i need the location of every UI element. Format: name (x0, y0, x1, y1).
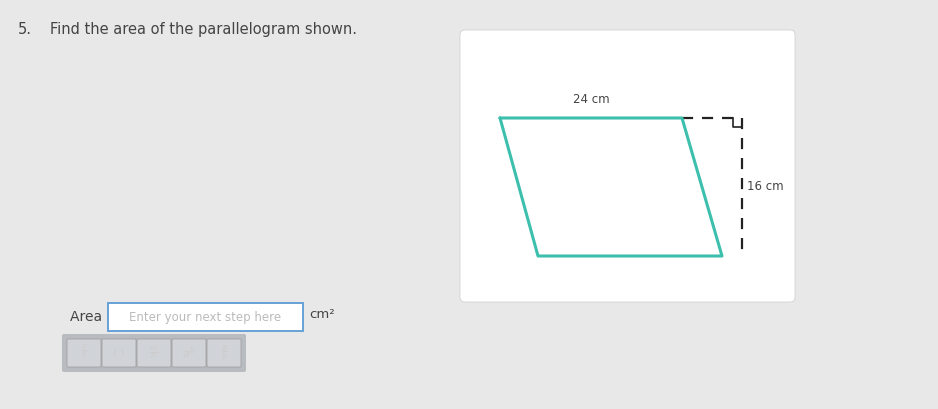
Text: 16 cm: 16 cm (747, 180, 783, 193)
Text: $\frac{a}{b}$: $\frac{a}{b}$ (220, 344, 228, 362)
FancyBboxPatch shape (207, 339, 241, 367)
Text: ( ): ( ) (113, 348, 125, 358)
FancyBboxPatch shape (460, 30, 795, 302)
FancyBboxPatch shape (172, 339, 206, 367)
Text: $\frac{m}{n}$: $\frac{m}{n}$ (149, 344, 159, 362)
Text: Area =: Area = (70, 310, 118, 324)
Text: $a^b$: $a^b$ (182, 345, 196, 361)
FancyBboxPatch shape (108, 303, 303, 331)
FancyBboxPatch shape (67, 339, 101, 367)
Text: $\frac{x}{y}$: $\frac{x}{y}$ (81, 343, 87, 363)
FancyBboxPatch shape (62, 334, 246, 372)
FancyBboxPatch shape (102, 339, 136, 367)
Text: 5.: 5. (18, 22, 32, 37)
Text: Enter your next step here: Enter your next step here (129, 310, 281, 324)
Text: 24 cm: 24 cm (573, 93, 610, 106)
Text: cm²: cm² (309, 308, 335, 321)
FancyBboxPatch shape (137, 339, 171, 367)
Text: Find the area of the parallelogram shown.: Find the area of the parallelogram shown… (50, 22, 357, 37)
